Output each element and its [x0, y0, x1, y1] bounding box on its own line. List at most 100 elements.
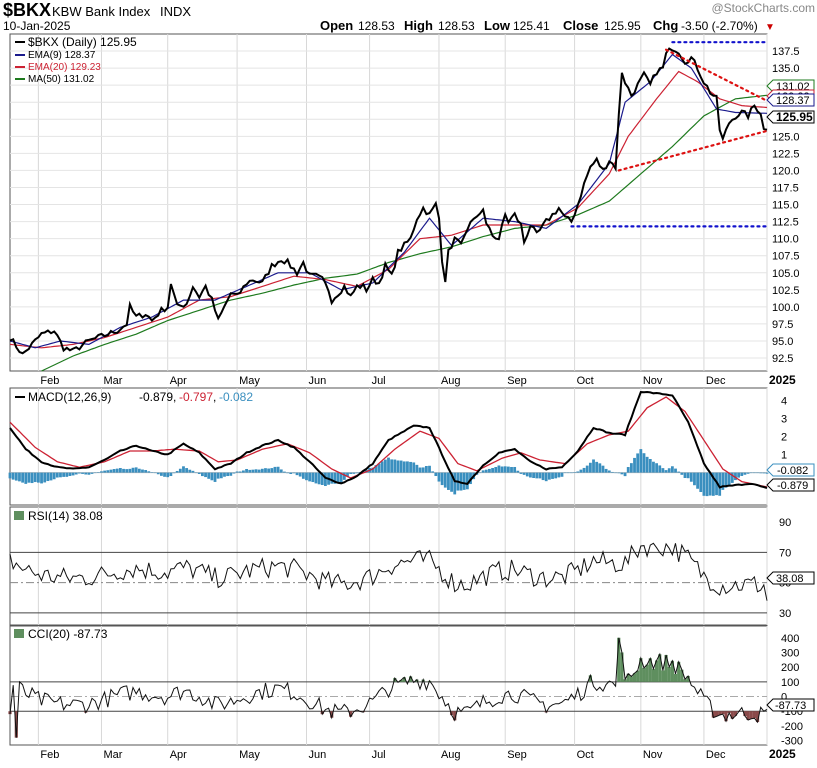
macd-hist-bar — [708, 472, 712, 496]
series — [8, 41, 769, 738]
macd-hist-bar — [46, 472, 50, 482]
price-tick-label: 112.5 — [772, 217, 799, 229]
cci-fill-neg — [14, 711, 18, 738]
macd-hist-bar — [547, 472, 551, 480]
chg-down-icon: ▼ — [765, 22, 775, 33]
macd-hist-bar — [8, 472, 12, 479]
macd-hist-bar — [52, 472, 56, 480]
month-label: Apr — [170, 375, 187, 387]
macd-tick-label: 4 — [781, 396, 787, 408]
cci-tick-label: 400 — [781, 633, 799, 645]
macd-hist-bar — [169, 472, 173, 477]
macd-hist-bar — [762, 472, 766, 474]
cci-fill-neg — [733, 711, 738, 716]
price-tick-label: 120.0 — [772, 165, 800, 177]
macd-hist-bar — [122, 468, 125, 473]
value-tag: 125.95 — [776, 110, 813, 124]
macd-hist-bar — [216, 472, 220, 479]
cci-fill-pos — [651, 668, 656, 682]
macd-hist-bar — [128, 468, 132, 473]
macd-hist-bar — [393, 459, 397, 473]
macd-hist-bar — [377, 463, 381, 473]
macd-hist-bar — [279, 469, 283, 473]
value-tag-box — [766, 93, 815, 107]
high-value: 128.53 — [438, 19, 475, 33]
macd-hist-bar — [544, 472, 548, 482]
ma50-line — [41, 94, 768, 372]
macd-hist-bar — [62, 472, 66, 477]
macd-hist-bar — [488, 468, 491, 473]
macd-hist-bar — [182, 466, 185, 473]
month-label-bottom: Mar — [103, 749, 122, 761]
macd-hist-bar — [759, 472, 763, 474]
price-tick-label: 125.0 — [772, 131, 800, 143]
macd-hist-bar — [607, 470, 611, 473]
macd-hist-bar — [305, 472, 308, 481]
macd-hist-bar — [677, 471, 681, 473]
macd-hist-bar — [617, 472, 621, 474]
cci-fill-pos — [673, 673, 678, 682]
macd-hist-bar — [680, 472, 684, 475]
macd-hist-bar — [109, 469, 113, 473]
price-tick-label: 122.5 — [772, 148, 800, 160]
macd-hist-bar — [339, 472, 343, 483]
macd-hist-bar — [65, 472, 69, 477]
macd-hist-bar — [664, 470, 668, 473]
legend-cci: CCI(20) -87.73 — [28, 627, 108, 641]
macd-hist-bar — [636, 453, 640, 473]
macd-hist-bar — [686, 472, 690, 479]
macd-hist-bar — [103, 470, 107, 473]
index-name: KBW Bank Index — [52, 4, 151, 19]
macd-hist-bar — [633, 457, 636, 473]
macd-hist-bar — [667, 468, 671, 473]
symbol: $BKX — [3, 0, 51, 20]
macd-hist-bar — [349, 472, 353, 474]
price-legend: $BKX (Daily) 125.95 EMA(9) 128.37 EMA(20… — [15, 35, 137, 85]
macd-hist-bar — [137, 468, 141, 473]
macd-tag-box — [766, 478, 815, 492]
cci-fill-pos — [648, 658, 652, 682]
macd-hist-bar — [440, 472, 444, 486]
trendline-red — [664, 48, 769, 102]
macd-hist-bar — [674, 468, 677, 473]
macd-hist-bar — [352, 472, 356, 474]
cci-tick-label: 100 — [781, 677, 799, 689]
cci-tick-label: 300 — [781, 647, 799, 659]
macd-hist-bar — [727, 472, 731, 485]
month-label: Nov — [643, 375, 663, 387]
rsi-tick-label: 90 — [779, 517, 791, 529]
macd-hist-bar — [342, 472, 346, 480]
macd-signal-line — [9, 396, 768, 488]
macd-hist-bar — [36, 472, 40, 483]
cci-fill-neg — [743, 711, 747, 716]
macd-hist-bar — [229, 472, 233, 476]
month-label-bottom: Oct — [577, 749, 594, 761]
macd-hist-bar — [172, 472, 176, 474]
macd-hist-bar — [292, 472, 296, 474]
macd-hist-bar — [30, 472, 34, 484]
macd-hist-bar — [242, 470, 245, 473]
macd-hist-bar — [412, 462, 416, 473]
value-tag: 128.37 — [776, 95, 810, 107]
macd-hist-bar — [497, 465, 501, 473]
macd-hist-bar — [100, 471, 103, 473]
macd-hist-bar — [699, 472, 703, 493]
macd-hist-bar — [147, 471, 151, 473]
macd-hist-bar — [693, 472, 696, 486]
macd-hist-bar — [11, 472, 15, 480]
price-line — [9, 47, 768, 355]
cci-fill-pos — [661, 670, 665, 682]
cci-fill-pos — [402, 677, 406, 682]
cci-fill-neg — [749, 711, 753, 719]
macd-hist-bar — [648, 459, 652, 473]
macd-hist-bar — [178, 468, 182, 473]
macd-hist-bar — [188, 469, 192, 473]
cci-tick-label: 0 — [781, 692, 787, 704]
macd-hist-bar — [560, 472, 564, 477]
macd-tag: -0.879 — [777, 480, 808, 492]
macd-hist-bar — [611, 471, 614, 473]
panel-frame-rsi — [9, 506, 768, 626]
macd-hist-bar — [570, 472, 573, 474]
macd-hist-bar — [516, 470, 520, 473]
macd-hist-bar — [14, 472, 18, 481]
